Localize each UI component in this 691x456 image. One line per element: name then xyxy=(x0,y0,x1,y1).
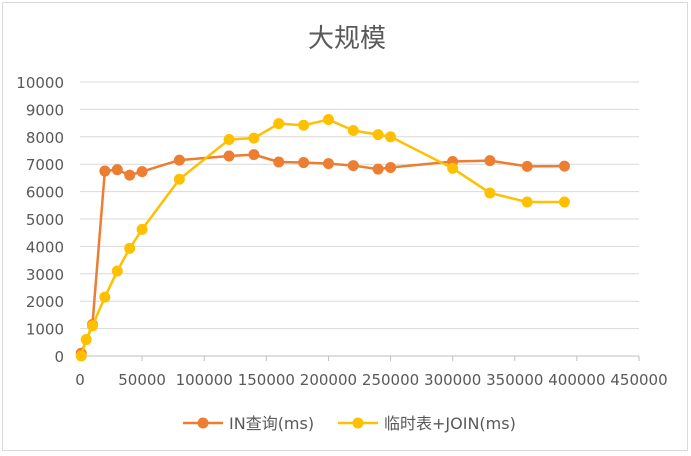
x-tick-label: 400000 xyxy=(548,371,605,389)
x-tick-label: 450000 xyxy=(610,371,667,389)
series-1-point xyxy=(385,131,397,143)
series-0-point xyxy=(372,163,384,175)
series-1-point xyxy=(273,118,285,130)
x-tick-label: 0 xyxy=(75,371,85,389)
series-1-point xyxy=(111,265,123,277)
series-1-point xyxy=(136,223,148,235)
series-0-point xyxy=(347,160,359,172)
series-1-point xyxy=(248,132,260,144)
y-tick-label: 7000 xyxy=(26,156,64,174)
y-tick-label: 4000 xyxy=(26,238,64,256)
series-1-point xyxy=(86,320,98,332)
series-0-point xyxy=(484,155,496,167)
series-1-line xyxy=(80,118,565,357)
y-tick-label: 0 xyxy=(54,348,64,366)
series-1-point xyxy=(223,134,235,146)
series-1-point xyxy=(75,350,87,362)
legend-swatch-marker xyxy=(197,417,209,429)
series-layer xyxy=(75,114,570,362)
series-1-point xyxy=(298,119,310,131)
series-0-line xyxy=(80,153,565,354)
series-1-point xyxy=(322,114,334,126)
y-tick-label: 3000 xyxy=(26,266,64,284)
y-tick-label: 8000 xyxy=(26,129,64,147)
series-0-point xyxy=(248,149,260,161)
series-0-point xyxy=(99,165,111,177)
series-1-point xyxy=(347,124,359,136)
series-0-point xyxy=(223,150,235,162)
y-tick-label: 10000 xyxy=(16,74,64,92)
series-0-point xyxy=(136,166,148,178)
chart-frame: 大规模 0 1000 2000 3000 4000 5000 6000 7000 8000 900… xyxy=(2,2,688,451)
grid-layer xyxy=(80,81,639,357)
legend-label: 临时表+JOIN(ms) xyxy=(384,414,516,433)
chart-svg: 大规模 0 1000 2000 3000 4000 5000 6000 7000 8000 900… xyxy=(16,24,667,433)
series-1-point xyxy=(447,162,459,174)
series-0-point xyxy=(322,158,334,170)
series-1-point xyxy=(173,173,185,185)
series-1-point xyxy=(99,291,111,303)
x-tick-label: 350000 xyxy=(486,371,543,389)
series-0-point xyxy=(124,169,136,181)
series-1-point xyxy=(558,196,570,208)
series-0-point xyxy=(385,161,397,173)
series-0-point xyxy=(298,157,310,169)
x-tick-label: 50000 xyxy=(118,371,166,389)
series-1-point xyxy=(80,334,92,346)
axis-layer: 0 1000 2000 3000 4000 5000 6000 7000 8000 9000 100… xyxy=(16,74,667,389)
x-tick-label: 200000 xyxy=(300,371,357,389)
series-1-point xyxy=(484,187,496,199)
series-0-point xyxy=(521,160,533,172)
x-tick-label: 150000 xyxy=(238,371,295,389)
legend-swatch-marker xyxy=(352,417,364,429)
series-0-point xyxy=(558,160,570,172)
y-tick-label: 9000 xyxy=(26,101,64,119)
y-tick-label: 6000 xyxy=(26,184,64,202)
y-tick-label: 1000 xyxy=(26,321,64,339)
y-tick-label: 2000 xyxy=(26,293,64,311)
series-1-point xyxy=(124,242,136,254)
x-tick-label: 300000 xyxy=(424,371,481,389)
x-tick-label: 100000 xyxy=(176,371,233,389)
series-0-point xyxy=(173,154,185,166)
chart-title: 大规模 xyxy=(308,24,386,54)
series-0-point xyxy=(111,164,123,176)
series-1-point xyxy=(372,129,384,141)
x-tick-label: 250000 xyxy=(362,371,419,389)
series-0-point xyxy=(273,156,285,168)
legend: IN查询(ms) 临时表+JOIN(ms) xyxy=(183,414,516,433)
series-1-point xyxy=(521,196,533,208)
legend-label: IN查询(ms) xyxy=(229,414,314,433)
y-tick-label: 5000 xyxy=(26,211,64,229)
